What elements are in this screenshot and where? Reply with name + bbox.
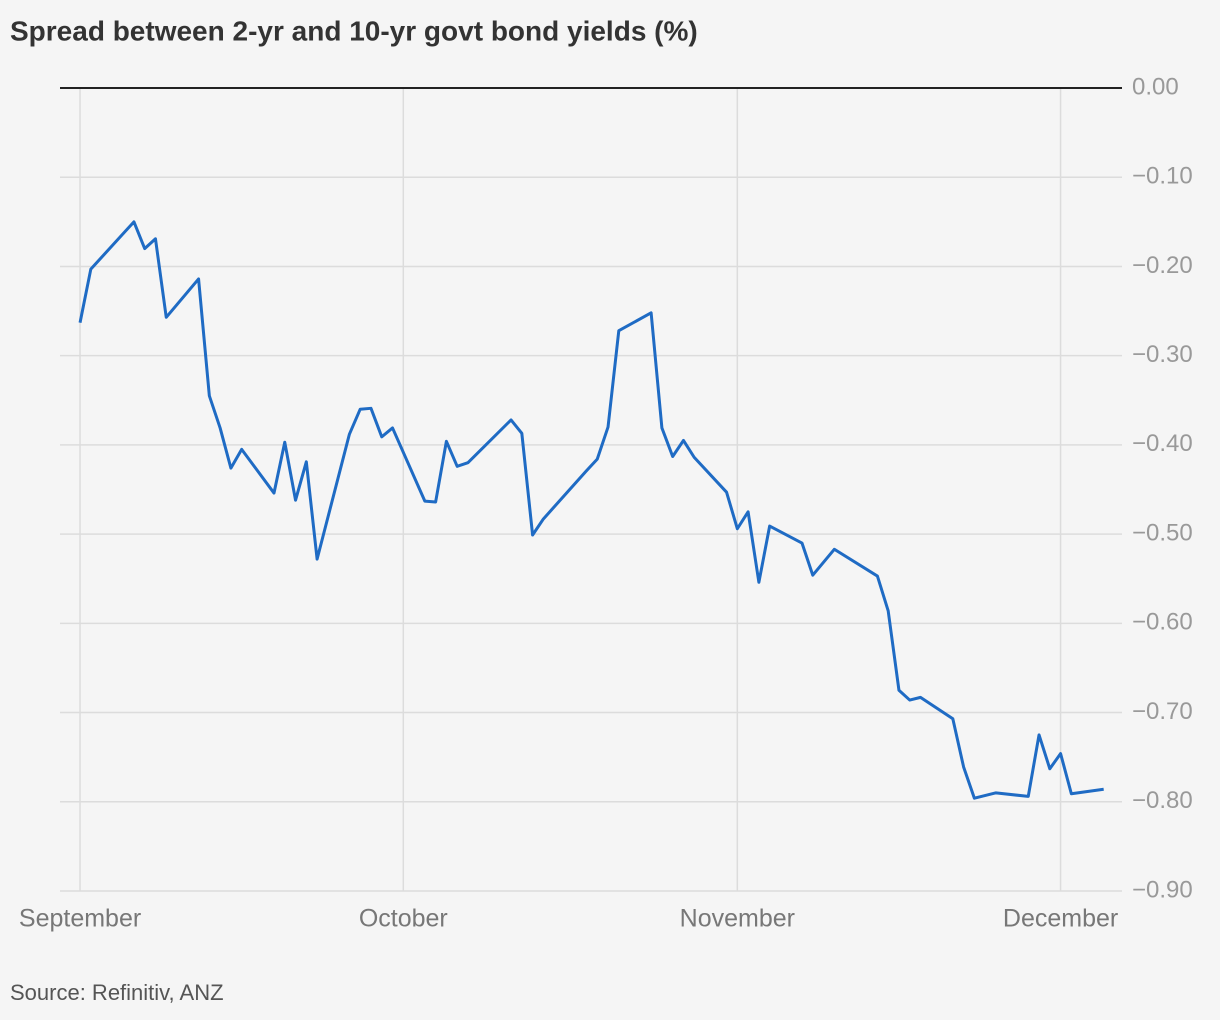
y-tick-label: −0.30 — [1132, 341, 1193, 368]
y-tick-label: 0.00 — [1132, 73, 1179, 100]
y-tick-label: −0.90 — [1132, 876, 1193, 903]
y-tick-label: −0.50 — [1132, 519, 1193, 546]
x-tick-label: December — [1003, 905, 1118, 933]
data-line — [78, 220, 1104, 800]
y-tick-label: −0.60 — [1132, 609, 1193, 636]
y-tick-label: −0.70 — [1132, 698, 1193, 725]
y-tick-label: −0.80 — [1132, 787, 1193, 814]
y-tick-label: −0.20 — [1132, 252, 1193, 279]
y-tick-label: −0.10 — [1132, 163, 1193, 190]
x-tick-label: November — [680, 905, 795, 933]
chart-title: Spread between 2-yr and 10-yr govt bond … — [10, 15, 698, 46]
source: Source: Refinitiv, ANZ — [10, 980, 224, 1005]
y-tick-label: −0.40 — [1132, 430, 1193, 457]
x-tick-label: October — [359, 905, 448, 933]
x-tick-label: September — [19, 905, 141, 933]
